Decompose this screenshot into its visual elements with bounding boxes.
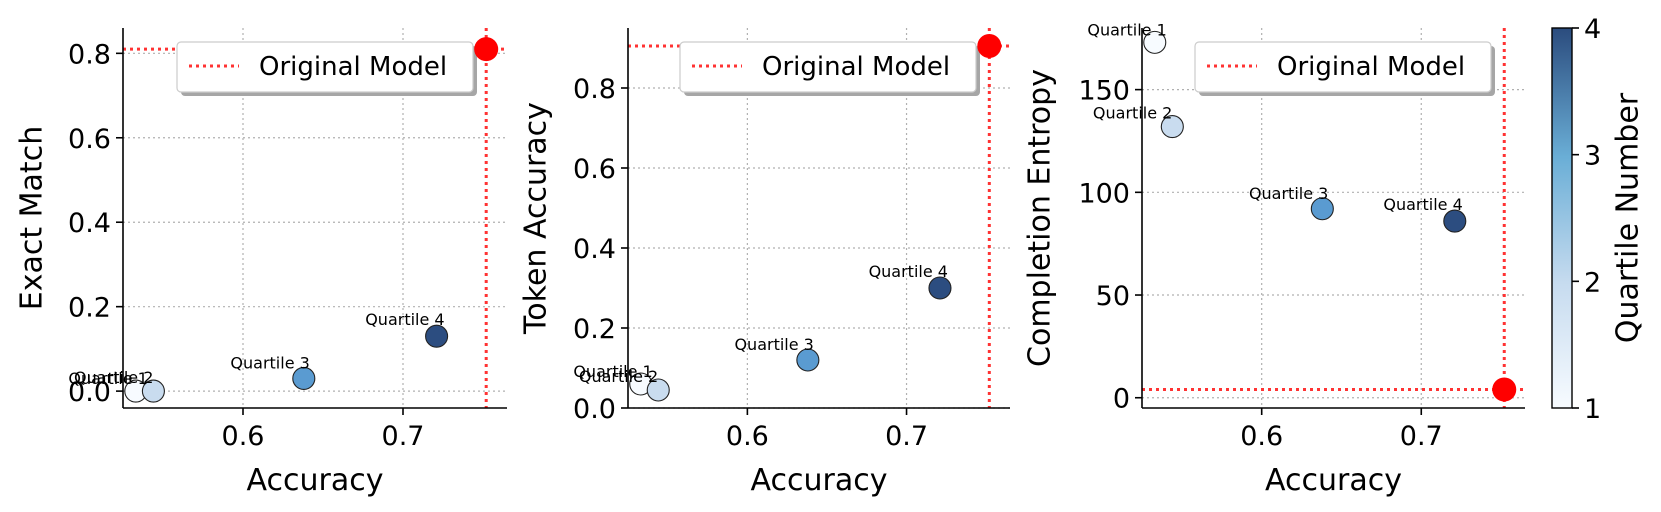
legend-label: Original Model <box>1277 52 1465 82</box>
data-point-quartile-4 <box>1443 209 1467 233</box>
point-label: Quartile 3 <box>1249 184 1328 203</box>
legend-box <box>679 41 977 93</box>
colorbar-tick-label: 3 <box>1584 141 1601 172</box>
colorbar-tick-label: 2 <box>1584 267 1601 298</box>
data-point-quartile-3 <box>1310 197 1334 221</box>
y-axis-label: Exact Match <box>15 126 50 310</box>
original-model-marker <box>474 37 499 62</box>
legend: Original Model <box>679 41 980 96</box>
x-tick-label: 0.6 <box>222 421 265 452</box>
legend-box <box>1194 41 1492 93</box>
legend-label: Original Model <box>762 52 950 82</box>
legend: Original Model <box>1194 41 1495 96</box>
original-model-marker <box>1492 377 1517 402</box>
colorbar-label: Quartile Number <box>1611 92 1646 343</box>
point-label: Quartile 2 <box>74 368 153 387</box>
y-tick-label: 0.4 <box>573 234 616 265</box>
colorbar-tick-label: 4 <box>1584 14 1601 45</box>
y-axis-label: Completion Entropy <box>1023 69 1058 367</box>
point-label: Quartile 2 <box>1093 104 1172 123</box>
x-tick-label: 0.6 <box>1240 421 1283 452</box>
y-tick-label: 0.4 <box>68 208 111 239</box>
x-tick-label: 0.6 <box>726 421 769 452</box>
colorbar-tick-label: 1 <box>1584 394 1601 425</box>
scatter-panel-2: 0.6 0.7 0.0 0.2 0.4 0.6 0.8 Accuracy Token Accur… <box>519 28 1010 498</box>
data-point-quartile-1 <box>1143 30 1167 54</box>
data-point-quartile-4 <box>425 324 449 348</box>
point-label: Quartile 1 <box>68 369 147 388</box>
y-tick-label: 50 <box>1096 281 1130 312</box>
x-axis-label: Accuracy <box>1265 463 1402 498</box>
point-label: Quartile 3 <box>734 335 813 354</box>
y-axis-label: Token Accuracy <box>519 102 554 335</box>
point-label: Quartile 4 <box>869 262 948 281</box>
data-point-quartile-4 <box>928 276 952 300</box>
y-tick-label: 100 <box>1078 178 1130 209</box>
x-axis-label: Accuracy <box>247 463 384 498</box>
point-label: Quartile 4 <box>365 310 444 329</box>
point-label: Quartile 3 <box>230 353 309 372</box>
x-axis-label: Accuracy <box>751 463 888 498</box>
colorbar: 1 2 3 4 Quartile Number <box>1551 14 1646 425</box>
point-label: Quartile 4 <box>1383 195 1462 214</box>
legend-box <box>176 41 474 93</box>
y-tick-label: 0.8 <box>68 39 111 70</box>
data-point-quartile-3 <box>796 348 820 372</box>
point-label: Quartile 1 <box>1087 20 1166 39</box>
y-tick-label: 0.2 <box>68 293 111 324</box>
y-tick-label: 150 <box>1078 76 1130 107</box>
y-tick-label: 0.6 <box>573 154 616 185</box>
legend: Original Model <box>176 41 477 96</box>
x-tick-label: 0.7 <box>382 421 425 452</box>
original-model-marker <box>977 34 1002 58</box>
y-tick-label: 0.6 <box>68 124 111 155</box>
point-label: Quartile 1 <box>573 362 652 381</box>
data-point-quartile-2 <box>646 378 670 402</box>
x-tick-label: 0.7 <box>885 421 928 452</box>
legend-label: Original Model <box>259 52 447 82</box>
scatter-panel-1: 0.6 0.7 0.0 0.2 0.4 0.6 0.8 Accuracy Exact Match… <box>15 28 507 498</box>
data-point-quartile-2 <box>141 379 165 403</box>
y-tick-label: 0.0 <box>573 394 616 425</box>
data-point-quartile-3 <box>292 366 316 390</box>
data-point-quartile-2 <box>1160 115 1184 139</box>
point-label: Quartile 2 <box>579 367 658 386</box>
y-tick-label: 0.0 <box>68 377 111 408</box>
y-tick-label: 0.2 <box>573 314 616 345</box>
y-tick-label: 0.8 <box>573 74 616 105</box>
x-tick-label: 0.7 <box>1400 421 1443 452</box>
colorbar-gradient <box>1551 27 1573 409</box>
scatter-panel-3: 0.6 0.7 0 50 100 150 Accuracy Completion Entrop… <box>1023 20 1525 498</box>
y-tick-label: 0 <box>1113 384 1130 415</box>
